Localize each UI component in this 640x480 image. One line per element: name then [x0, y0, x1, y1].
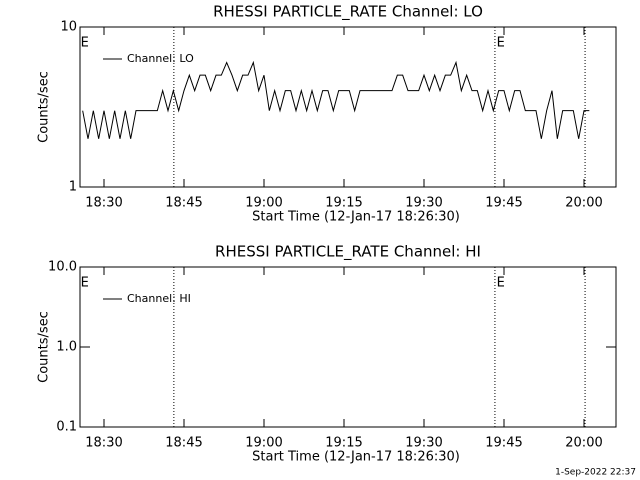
y-axis-label: Counts/sec: [37, 71, 52, 143]
plot-frame: [79, 266, 617, 428]
x-axis-label: Start Time (12-Jan-17 18:26:30): [252, 210, 460, 225]
legend-label: Channel: LO: [127, 52, 194, 65]
legend-label: Channel: HI: [127, 292, 191, 305]
x-tick-label: 20:00: [565, 436, 602, 451]
y-tick-label: 10: [60, 20, 77, 35]
x-tick-label: 19:30: [405, 436, 442, 451]
x-tick-label: 19:00: [245, 436, 282, 451]
annotation: E: [81, 276, 89, 291]
y-tick-label: 1.0: [56, 340, 77, 355]
chart-title: RHESSI PARTICLE_RATE Channel: LO: [213, 3, 483, 22]
x-tick-label: 19:45: [485, 436, 522, 451]
y-axis-label: Counts/sec: [37, 311, 52, 383]
annotation: E: [81, 36, 89, 51]
x-tick-label: 20:00: [565, 196, 602, 211]
chart-title: RHESSI PARTICLE_RATE Channel: HI: [215, 243, 481, 262]
annotation: E: [497, 276, 505, 291]
plot-frame: [79, 26, 617, 188]
data-line: [82, 60, 590, 139]
x-tick-label: 18:30: [85, 436, 122, 451]
y-tick-label: 0.1: [56, 420, 77, 435]
y-tick-label: 10.0: [48, 260, 77, 275]
x-tick-label: 19:15: [325, 436, 362, 451]
x-tick-label: 18:45: [165, 436, 202, 451]
annotation: E: [497, 36, 505, 51]
y-tick-label: 1: [69, 180, 77, 195]
x-tick-label: 19:15: [325, 196, 362, 211]
footer: 1-Sep-2022 22:37: [555, 468, 636, 478]
x-tick-label: 19:00: [245, 196, 282, 211]
x-tick-label: 19:45: [485, 196, 522, 211]
x-axis-label: Start Time (12-Jan-17 18:26:30): [252, 450, 460, 465]
x-tick-label: 18:30: [85, 196, 122, 211]
x-tick-label: 18:45: [165, 196, 202, 211]
x-tick-label: 19:30: [405, 196, 442, 211]
